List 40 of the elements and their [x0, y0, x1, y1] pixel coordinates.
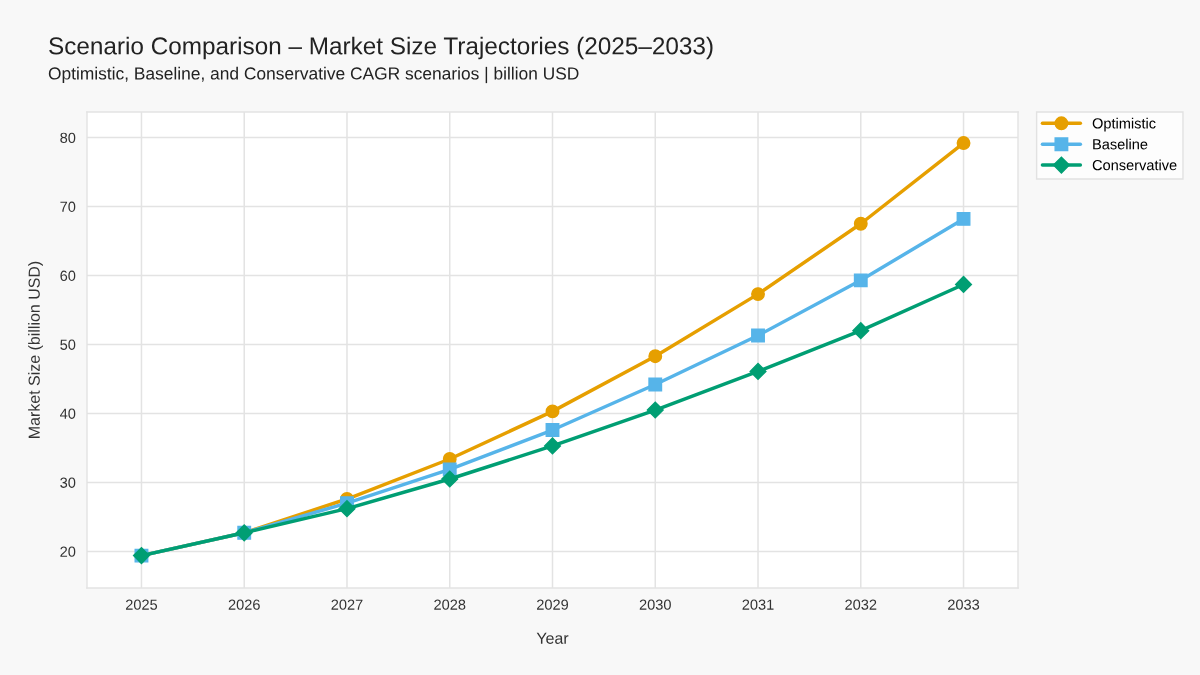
legend-label: Baseline: [1093, 138, 1148, 150]
point: [648, 349, 663, 364]
point: [749, 362, 767, 380]
point: [852, 322, 870, 340]
x-tick-label: 2033: [948, 599, 980, 610]
point: [853, 273, 868, 288]
y-tick-label: 50: [60, 339, 76, 350]
point: [954, 275, 973, 294]
x-tick-label: 2025: [125, 599, 158, 610]
legend-label: Conservative: [1092, 159, 1177, 171]
point: [648, 377, 663, 392]
point: [338, 500, 356, 518]
y-tick-label: 70: [60, 201, 76, 212]
y-tick-label: 30: [60, 477, 76, 488]
point: [956, 136, 971, 150]
point: [751, 287, 765, 302]
y-tick-label: 80: [60, 132, 76, 143]
point: [545, 404, 560, 419]
x-tick-label: 2028: [434, 599, 466, 610]
point: [543, 437, 562, 455]
y-tick-label: 40: [60, 408, 76, 419]
point: [545, 423, 560, 437]
point: [751, 328, 765, 343]
chart-title: Scenario Comparison – Market Size Trajectories (2025–2033): [49, 36, 713, 60]
x-tick-label: 2027: [331, 599, 363, 610]
x-tick-label: 2026: [228, 599, 260, 610]
x-tick-label: 2030: [639, 599, 671, 610]
chart-subtitle: Optimistic, Baseline, and Conservative CAGR scenarios | billion USD: [48, 66, 579, 84]
point: [441, 470, 459, 488]
x-axis-title: Year: [536, 632, 569, 644]
point: [853, 216, 868, 231]
x-tick-label: 2031: [742, 599, 774, 610]
legend-label: Optimistic: [1092, 117, 1156, 132]
point: [646, 401, 664, 419]
point: [956, 211, 971, 226]
x-tick-label: 2029: [537, 599, 569, 610]
y-tick-label: 60: [60, 270, 76, 281]
y-axis-title: Market Size (billion USD): [28, 261, 43, 438]
x-tick-label: 2032: [845, 599, 877, 610]
y-tick-label: 20: [60, 546, 76, 557]
